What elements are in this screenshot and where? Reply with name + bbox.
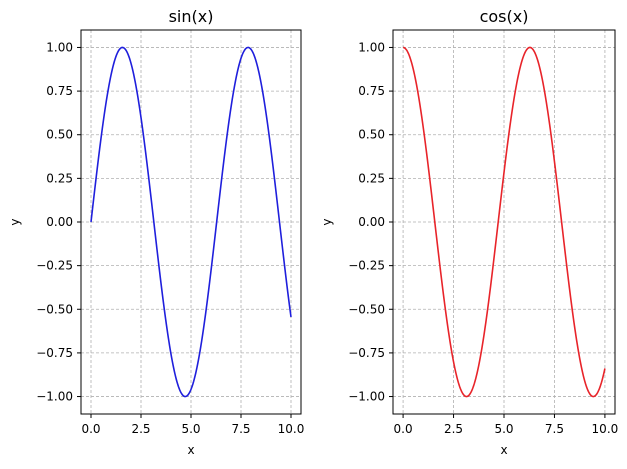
chart-0-ytick-label-3: −0.25 — [36, 259, 73, 273]
sin-chart-panel: 0.0 2.5 5.0 7.5 10.0 −1.00 −0.75 −0.50 −0.25 0.00… — [8, 7, 304, 457]
chart-0-ytick-label-4: 0.00 — [46, 215, 73, 229]
chart-0-xtick-label-2: 5.0 — [181, 422, 200, 436]
chart-1-ytick-label-0: −1.00 — [348, 390, 385, 404]
chart-1-xtick-label-0: 0.0 — [394, 422, 413, 436]
chart-1-ytick-label-2: −0.50 — [348, 302, 385, 316]
chart-0-ytick-label-2: −0.50 — [36, 302, 73, 316]
chart-1-xtick-label-4: 10.0 — [592, 422, 619, 436]
chart-0-series-line-0 — [90, 46, 292, 398]
chart-0-ytick-label-5: 0.25 — [46, 171, 73, 185]
chart-0-ylabel: y — [8, 218, 22, 225]
chart-0-xtick-label-0: 0.0 — [81, 422, 100, 436]
chart-0-xtick-label-4: 10.0 — [278, 422, 305, 436]
chart-0-xtick-label-1: 2.5 — [131, 422, 150, 436]
chart-1-series-line-0 — [402, 46, 606, 398]
chart-1-ytick-label-1: −0.75 — [348, 346, 385, 360]
chart-1-ylabel: y — [320, 218, 334, 225]
chart-0-ytick-label-6: 0.50 — [46, 128, 73, 142]
chart-1-xtick-label-2: 5.0 — [494, 422, 513, 436]
chart-1-xlabel: x — [500, 443, 507, 457]
chart-0-ytick-label-7: 0.75 — [46, 84, 73, 98]
chart-1-ytick-label-8: 1.00 — [358, 40, 385, 54]
chart-1-title: cos(x) — [480, 7, 529, 26]
chart-1-ytick-label-6: 0.50 — [358, 128, 385, 142]
chart-0-ytick-label-8: 1.00 — [46, 40, 73, 54]
chart-1-ytick-label-7: 0.75 — [358, 84, 385, 98]
chart-1-ytick-label-4: 0.00 — [358, 215, 385, 229]
chart-1-xtick-label-1: 2.5 — [444, 422, 463, 436]
chart-0-xlabel: x — [187, 443, 194, 457]
chart-1-ytick-label-3: −0.25 — [348, 259, 385, 273]
cos-chart-panel: 0.0 2.5 5.0 7.5 10.0 −1.00 −0.75 −0.50 −0.25 0.00… — [320, 7, 618, 457]
chart-1-xtick-label-3: 7.5 — [545, 422, 564, 436]
chart-0-ytick-label-1: −0.75 — [36, 346, 73, 360]
chart-1-ytick-label-5: 0.25 — [358, 171, 385, 185]
chart-0-title: sin(x) — [169, 7, 214, 26]
chart-0-xtick-label-3: 7.5 — [231, 422, 250, 436]
chart-0-ytick-label-0: −1.00 — [36, 390, 73, 404]
